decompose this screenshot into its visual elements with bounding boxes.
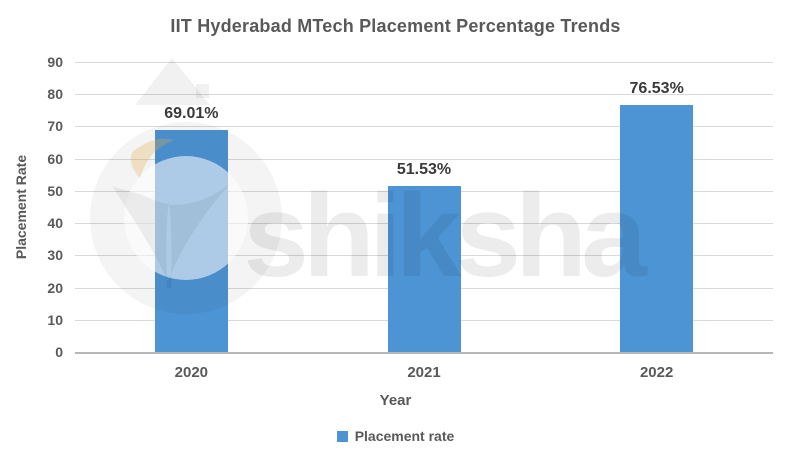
gridline [75,94,773,96]
y-tick-label: 40 [47,215,63,232]
y-tick-label: 90 [47,54,63,70]
y-tick-label: 0 [55,344,63,360]
y-axis-label: Placement Rate [13,154,29,260]
data-label: 51.53% [396,160,452,178]
y-tick-label: 50 [47,182,63,199]
data-label: 69.01% [164,104,219,122]
x-tick-label: 2022 [639,364,674,381]
data-label: 76.53% [629,80,684,98]
gridline [75,126,773,128]
legend-swatch-icon [336,430,348,442]
x-tick-label: 2020 [174,364,209,381]
gridline [75,158,773,160]
y-tick-label: 80 [47,86,63,103]
x-tick-label: 2021 [407,364,441,381]
y-tick-label: 30 [47,247,63,264]
y-tick-label: 20 [47,279,63,296]
legend-label: Placement rate [354,428,455,444]
bar-2020 [154,129,228,352]
y-tick-label: 60 [47,150,63,167]
legend: Placement rate [0,428,791,444]
y-tick-label: 70 [47,118,63,135]
plot-area: 0 10 20 30 40 50 60 70 80 90 69.01% 2020 51.53% 2021 7… [47,54,773,381]
gridline [75,62,773,63]
bar-2021 [387,185,461,352]
x-axis-label: Year [379,392,412,409]
bar-2022 [620,105,694,352]
y-tick-label: 10 [47,311,63,328]
chart-title: IIT Hyderabad MTech Placement Percentage… [170,16,621,36]
